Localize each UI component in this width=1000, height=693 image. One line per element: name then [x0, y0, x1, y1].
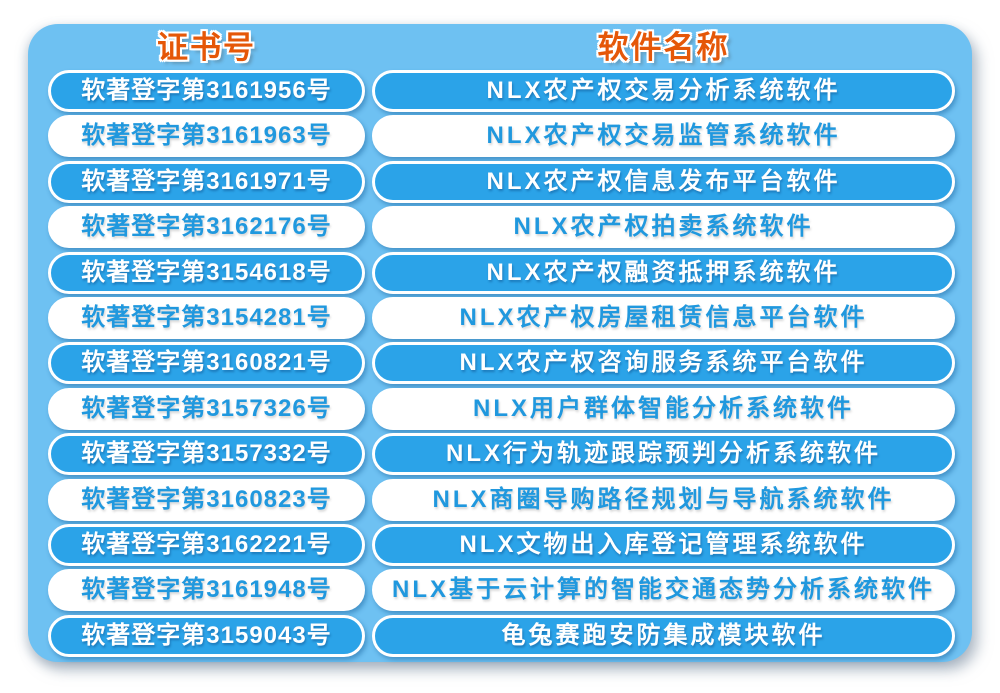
column-header-software-name: 软件名称 — [597, 30, 730, 65]
table-row: 软著登字第3161971号 NLX农产权信息发布平台软件 — [48, 160, 955, 203]
software-name-cell: NLX行为轨迹跟踪预判分析系统软件 — [372, 433, 955, 476]
certificate-number-cell: 软著登字第3159043号 — [48, 614, 365, 657]
table-row: 软著登字第3160823号 NLX商圈导购路径规划与导航系统软件 — [48, 478, 955, 521]
certificate-number-cell: 软著登字第3160823号 — [48, 478, 365, 521]
table-row: 软著登字第3162176号 NLX农产权拍卖系统软件 — [48, 206, 955, 249]
table-body: 软著登字第3161956号 NLX农产权交易分析系统软件 软著登字第316196… — [48, 70, 955, 657]
table-header-row: 证书号 软件名称 — [48, 26, 955, 70]
certificate-number-cell: 软著登字第3162221号 — [48, 523, 365, 566]
certificate-number-cell: 软著登字第3154281号 — [48, 296, 365, 339]
software-name-cell: NLX农产权交易分析系统软件 — [372, 70, 955, 112]
certificate-number-cell: 软著登字第3154618号 — [48, 251, 365, 294]
software-name-cell: NLX农产权拍卖系统软件 — [372, 206, 955, 249]
certificate-number-cell: 软著登字第3162176号 — [48, 206, 365, 249]
certificate-number-cell: 软著登字第3157332号 — [48, 433, 365, 476]
software-name-cell: NLX农产权融资抵押系统软件 — [372, 251, 955, 294]
software-name-cell: NLX农产权房屋租赁信息平台软件 — [372, 296, 955, 339]
certificate-number-cell: 软著登字第3160821号 — [48, 342, 365, 385]
software-name-cell: NLX农产权交易监管系统软件 — [372, 115, 955, 158]
table-row: 软著登字第3154281号 NLX农产权房屋租赁信息平台软件 — [48, 296, 955, 339]
software-name-cell: NLX农产权信息发布平台软件 — [372, 160, 955, 203]
certificate-number-cell: 软著登字第3161963号 — [48, 115, 365, 158]
certificate-number-cell: 软著登字第3161956号 — [48, 70, 365, 112]
table-row: 软著登字第3161963号 NLX农产权交易监管系统软件 — [48, 115, 955, 158]
software-name-cell: NLX文物出入库登记管理系统软件 — [372, 523, 955, 566]
table-row: 软著登字第3159043号 龟兔赛跑安防集成模块软件 — [48, 614, 955, 657]
software-name-cell: NLX农产权咨询服务系统平台软件 — [372, 342, 955, 385]
software-name-cell: NLX基于云计算的智能交通态势分析系统软件 — [372, 569, 955, 612]
software-name-cell: NLX用户群体智能分析系统软件 — [372, 387, 955, 430]
table-row: 软著登字第3161948号 NLX基于云计算的智能交通态势分析系统软件 — [48, 569, 955, 612]
table-row: 软著登字第3157332号 NLX行为轨迹跟踪预判分析系统软件 — [48, 433, 955, 476]
certificate-number-cell: 软著登字第3157326号 — [48, 387, 365, 430]
column-header-certificate-number: 证书号 — [157, 30, 256, 65]
software-name-cell: 龟兔赛跑安防集成模块软件 — [372, 614, 955, 657]
certificate-number-cell: 软著登字第3161948号 — [48, 569, 365, 612]
table-row: 软著登字第3162221号 NLX文物出入库登记管理系统软件 — [48, 523, 955, 566]
table-row: 软著登字第3160821号 NLX农产权咨询服务系统平台软件 — [48, 342, 955, 385]
table-row: 软著登字第3154618号 NLX农产权融资抵押系统软件 — [48, 251, 955, 294]
certificate-number-cell: 软著登字第3161971号 — [48, 160, 365, 203]
table-row: 软著登字第3161956号 NLX农产权交易分析系统软件 — [48, 70, 955, 112]
table-row: 软著登字第3157326号 NLX用户群体智能分析系统软件 — [48, 387, 955, 430]
software-name-cell: NLX商圈导购路径规划与导航系统软件 — [372, 478, 955, 521]
certificate-table-panel: 证书号 软件名称 软著登字第3161956号 NLX农产权交易分析系统软件 软著… — [28, 24, 972, 662]
